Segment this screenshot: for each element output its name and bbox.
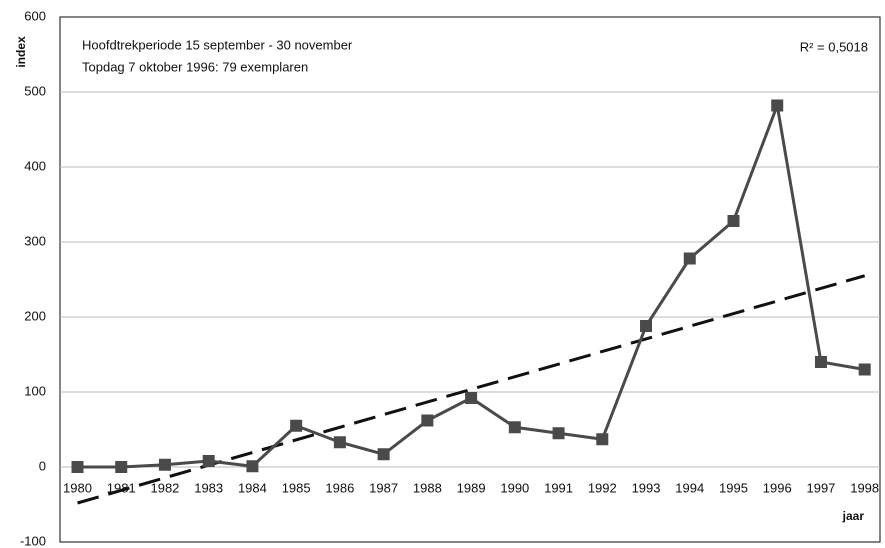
x-tick-label: 1997 xyxy=(806,480,835,495)
y-tick-label: 600 xyxy=(24,8,46,23)
x-tick-label: 1982 xyxy=(150,480,179,495)
y-tick-label: 300 xyxy=(24,233,46,248)
x-tick-label: 1984 xyxy=(238,480,267,495)
marker xyxy=(115,461,128,473)
annotation: Topdag 7 oktober 1996: 79 exemplaren xyxy=(82,59,308,74)
x-tick-label: 1983 xyxy=(194,480,223,495)
marker xyxy=(858,363,871,376)
y-tick-label: 500 xyxy=(24,83,46,98)
marker xyxy=(552,427,565,440)
marker xyxy=(683,252,696,265)
x-tick-label: 1986 xyxy=(325,480,354,495)
x-tick-label: 1988 xyxy=(413,480,442,495)
x-tick-label: 1992 xyxy=(588,480,617,495)
marker xyxy=(727,215,740,227)
trendline xyxy=(77,274,866,505)
series-line xyxy=(77,99,865,469)
y-tick-label: -100 xyxy=(20,533,46,548)
marker xyxy=(814,356,827,368)
marker xyxy=(508,421,521,434)
x-tick-label: 1980 xyxy=(63,480,92,495)
x-tick-label: 1990 xyxy=(500,480,529,495)
marker xyxy=(771,99,784,112)
x-axis-label: jaar xyxy=(842,509,865,523)
marker xyxy=(596,433,609,446)
y-tick-label: 0 xyxy=(39,458,46,473)
x-tick-label: 1985 xyxy=(282,480,311,495)
x-tick-label: 1989 xyxy=(457,480,486,495)
plot-frame xyxy=(59,16,881,543)
marker xyxy=(158,458,171,471)
x-tick-label: 1993 xyxy=(632,480,661,495)
marker xyxy=(640,320,653,332)
annotation: Hoofdtrekperiode 15 september - 30 novem… xyxy=(82,37,353,52)
x-tick-label: 1994 xyxy=(675,480,704,495)
marker xyxy=(202,455,215,467)
y-tick-label: 100 xyxy=(24,383,46,398)
marker xyxy=(71,461,84,473)
x-tick-label: 1996 xyxy=(763,480,792,495)
x-tick-label: 1998 xyxy=(850,480,879,495)
marker xyxy=(333,436,346,449)
marker xyxy=(377,448,390,461)
marker xyxy=(465,392,478,404)
r-squared: R² = 0,5018 xyxy=(800,39,868,54)
y-tick-label: 400 xyxy=(24,158,46,173)
y-tick-label: 200 xyxy=(24,308,46,323)
x-tick-label: 1987 xyxy=(369,480,398,495)
y-axis-label: index xyxy=(14,36,28,68)
x-tick-label: 1991 xyxy=(544,480,573,495)
x-tick-label: 1995 xyxy=(719,480,748,495)
marker xyxy=(246,460,259,473)
marker xyxy=(290,419,303,432)
marker xyxy=(421,414,434,427)
